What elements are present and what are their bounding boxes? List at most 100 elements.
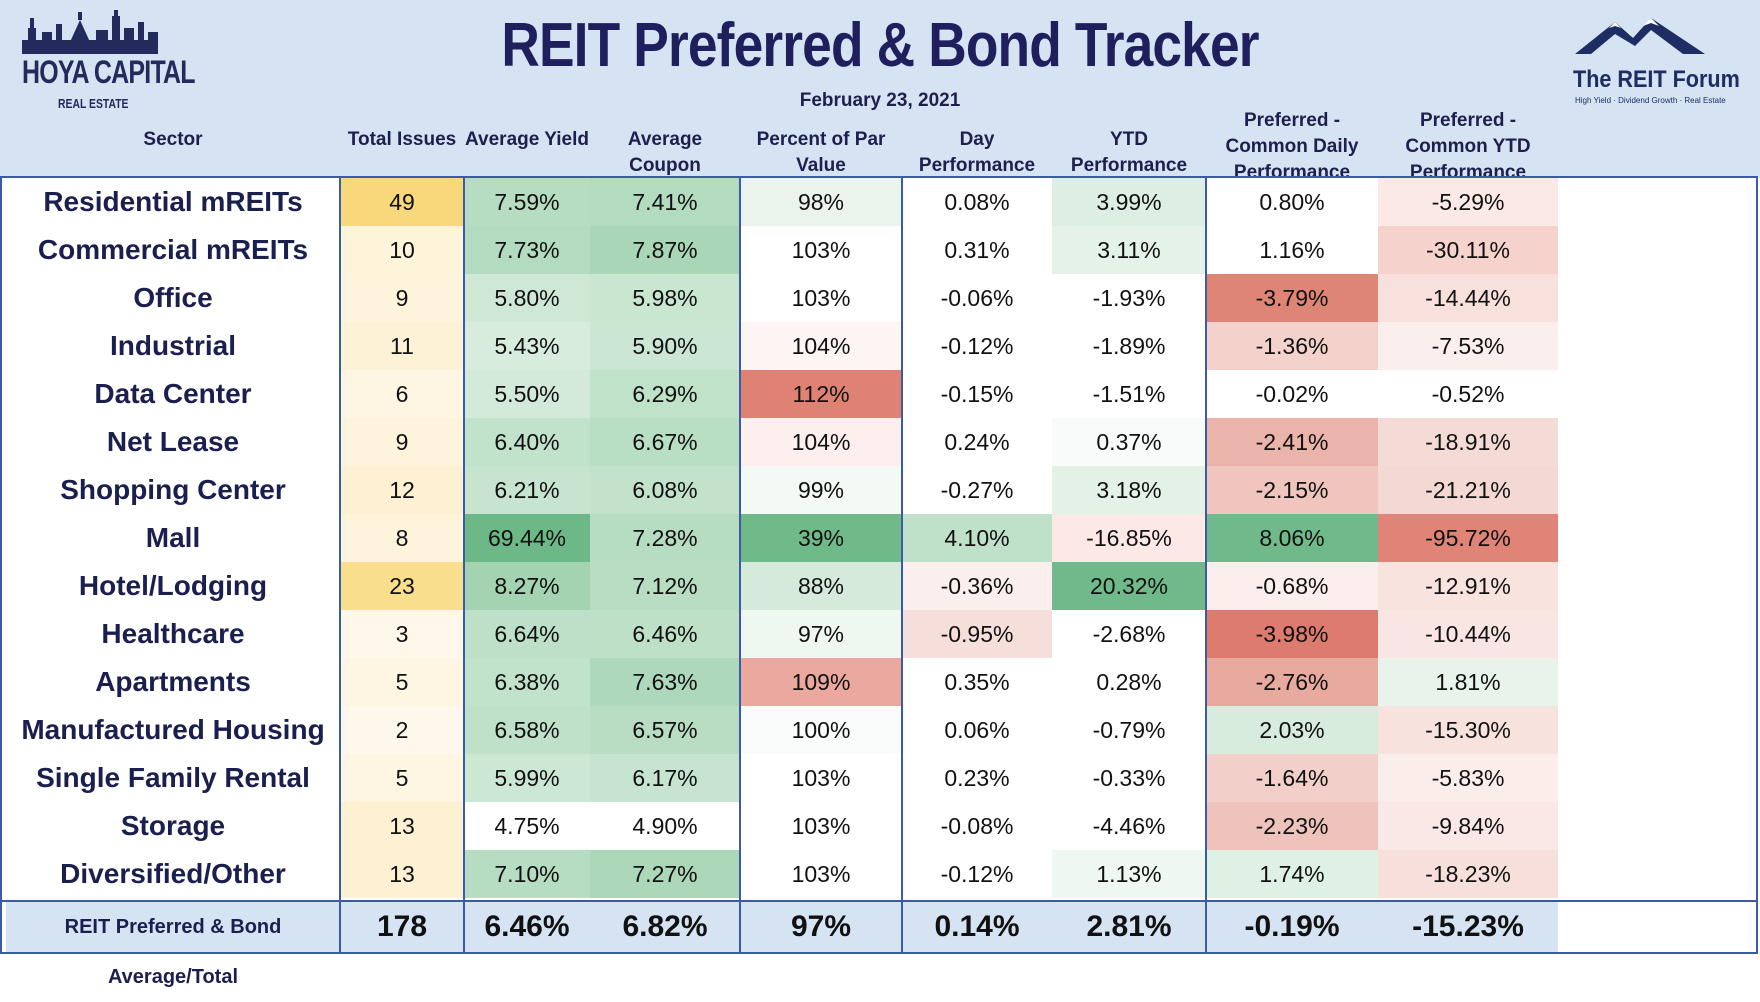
table-cell: 1.81% bbox=[1378, 658, 1558, 706]
table-cell: -0.52% bbox=[1378, 370, 1558, 418]
footer-total-cell: 97% bbox=[740, 902, 902, 952]
table-cell: 8.06% bbox=[1206, 514, 1378, 562]
footer-divider bbox=[0, 900, 1758, 902]
table-right-border bbox=[1756, 176, 1758, 952]
table-cell: 6.21% bbox=[464, 466, 590, 514]
table-cell: 0.37% bbox=[1052, 418, 1206, 466]
table-cell: 103% bbox=[740, 226, 902, 274]
table-cell: -0.27% bbox=[902, 466, 1052, 514]
column-header: YTD Performance bbox=[1070, 129, 1188, 176]
table-cell: -1.89% bbox=[1052, 322, 1206, 370]
table-cell: 39% bbox=[740, 514, 902, 562]
table-cell: 98% bbox=[740, 178, 902, 226]
sector-cell: Manufactured Housing bbox=[6, 706, 340, 754]
table-cell: 103% bbox=[740, 802, 902, 850]
table-cell: 1.13% bbox=[1052, 850, 1206, 898]
table-cell: -1.51% bbox=[1052, 370, 1206, 418]
table-cell: 2.03% bbox=[1206, 706, 1378, 754]
table-bottom-border bbox=[0, 952, 1758, 954]
table-cell: -2.76% bbox=[1206, 658, 1378, 706]
table-cell: 4.10% bbox=[902, 514, 1052, 562]
sector-cell: Office bbox=[6, 274, 340, 322]
table-cell: 20.32% bbox=[1052, 562, 1206, 610]
column-header: Sector bbox=[143, 129, 203, 150]
table-cell: 6.29% bbox=[590, 370, 740, 418]
logo-left-subtitle: REAL ESTATE bbox=[58, 96, 129, 111]
table-cell: 3.99% bbox=[1052, 178, 1206, 226]
table-cell: 0.24% bbox=[902, 418, 1052, 466]
column-divider bbox=[901, 176, 903, 952]
table-cell: 103% bbox=[740, 754, 902, 802]
table-cell: -12.91% bbox=[1378, 562, 1558, 610]
table-cell: -5.29% bbox=[1378, 178, 1558, 226]
table-cell: 6.08% bbox=[590, 466, 740, 514]
table-cell: 109% bbox=[740, 658, 902, 706]
table-cell: 7.59% bbox=[464, 178, 590, 226]
logo-right-name: The REIT Forum bbox=[1573, 66, 1740, 93]
table-cell: 0.28% bbox=[1052, 658, 1206, 706]
table-cell: 112% bbox=[740, 370, 902, 418]
table-cell: -3.79% bbox=[1206, 274, 1378, 322]
report-date: February 23, 2021 bbox=[799, 90, 961, 111]
table-cell: 13 bbox=[340, 802, 464, 850]
table-cell: -1.36% bbox=[1206, 322, 1378, 370]
table-cell: -16.85% bbox=[1052, 514, 1206, 562]
table-cell: -18.23% bbox=[1378, 850, 1558, 898]
sector-cell: Healthcare bbox=[6, 610, 340, 658]
column-divider bbox=[1205, 176, 1207, 952]
page-title: REIT Preferred & Bond Tracker bbox=[501, 11, 1259, 80]
table-cell: 6 bbox=[340, 370, 464, 418]
table-cell: 6.57% bbox=[590, 706, 740, 754]
table-cell: -0.33% bbox=[1052, 754, 1206, 802]
footer-total-cell: -15.23% bbox=[1378, 902, 1558, 952]
table-cell: 6.38% bbox=[464, 658, 590, 706]
table-cell: 6.58% bbox=[464, 706, 590, 754]
table-cell: 8.27% bbox=[464, 562, 590, 610]
table-cell: 1.16% bbox=[1206, 226, 1378, 274]
footer-total-cell: 6.46% bbox=[464, 902, 590, 952]
table-cell: 104% bbox=[740, 418, 902, 466]
table-cell: 7.63% bbox=[590, 658, 740, 706]
table-cell: 4.90% bbox=[590, 802, 740, 850]
sector-cell: Single Family Rental bbox=[6, 754, 340, 802]
sector-cell: Net Lease bbox=[6, 418, 340, 466]
column-header: Preferred - Common YTD Performance bbox=[1405, 110, 1531, 183]
column-divider bbox=[739, 176, 741, 952]
sector-cell: Diversified/Other bbox=[6, 850, 340, 898]
sector-cell: Hotel/Lodging bbox=[6, 562, 340, 610]
table-cell: -4.46% bbox=[1052, 802, 1206, 850]
mountain-icon bbox=[1575, 18, 1705, 54]
skyline-icon bbox=[22, 10, 158, 54]
table-cell: 1.74% bbox=[1206, 850, 1378, 898]
table-cell: -7.53% bbox=[1378, 322, 1558, 370]
table-cell: 104% bbox=[740, 322, 902, 370]
table-cell: 88% bbox=[740, 562, 902, 610]
table-cell: 5.43% bbox=[464, 322, 590, 370]
sector-cell: Shopping Center bbox=[6, 466, 340, 514]
table-cell: 7.12% bbox=[590, 562, 740, 610]
table-cell: 13 bbox=[340, 850, 464, 898]
logo-right-tagline: High Yield · Dividend Growth · Real Esta… bbox=[1575, 96, 1726, 105]
table-cell: 7.27% bbox=[590, 850, 740, 898]
table-cell: -21.21% bbox=[1378, 466, 1558, 514]
table-cell: 10 bbox=[340, 226, 464, 274]
hoya-capital-logo: HOYA CAPITAL REAL ESTATE bbox=[18, 10, 196, 112]
table-cell: 103% bbox=[740, 850, 902, 898]
sector-cell: Data Center bbox=[6, 370, 340, 418]
table-cell: 3.18% bbox=[1052, 466, 1206, 514]
column-divider bbox=[339, 176, 341, 952]
footer-total-cell: 178 bbox=[340, 902, 464, 952]
table-cell: 103% bbox=[740, 274, 902, 322]
footer-total-cell: 0.14% bbox=[902, 902, 1052, 952]
table-cell: 8 bbox=[340, 514, 464, 562]
table-cell: 5.98% bbox=[590, 274, 740, 322]
column-header: Preferred - Common Daily Performance bbox=[1225, 110, 1359, 183]
table-cell: 69.44% bbox=[464, 514, 590, 562]
table-cell: -2.41% bbox=[1206, 418, 1378, 466]
table-cell: 4.75% bbox=[464, 802, 590, 850]
table-cell: 7.41% bbox=[590, 178, 740, 226]
table-cell: 7.87% bbox=[590, 226, 740, 274]
sector-cell: Residential mREITs bbox=[6, 178, 340, 226]
table-cell: -3.98% bbox=[1206, 610, 1378, 658]
